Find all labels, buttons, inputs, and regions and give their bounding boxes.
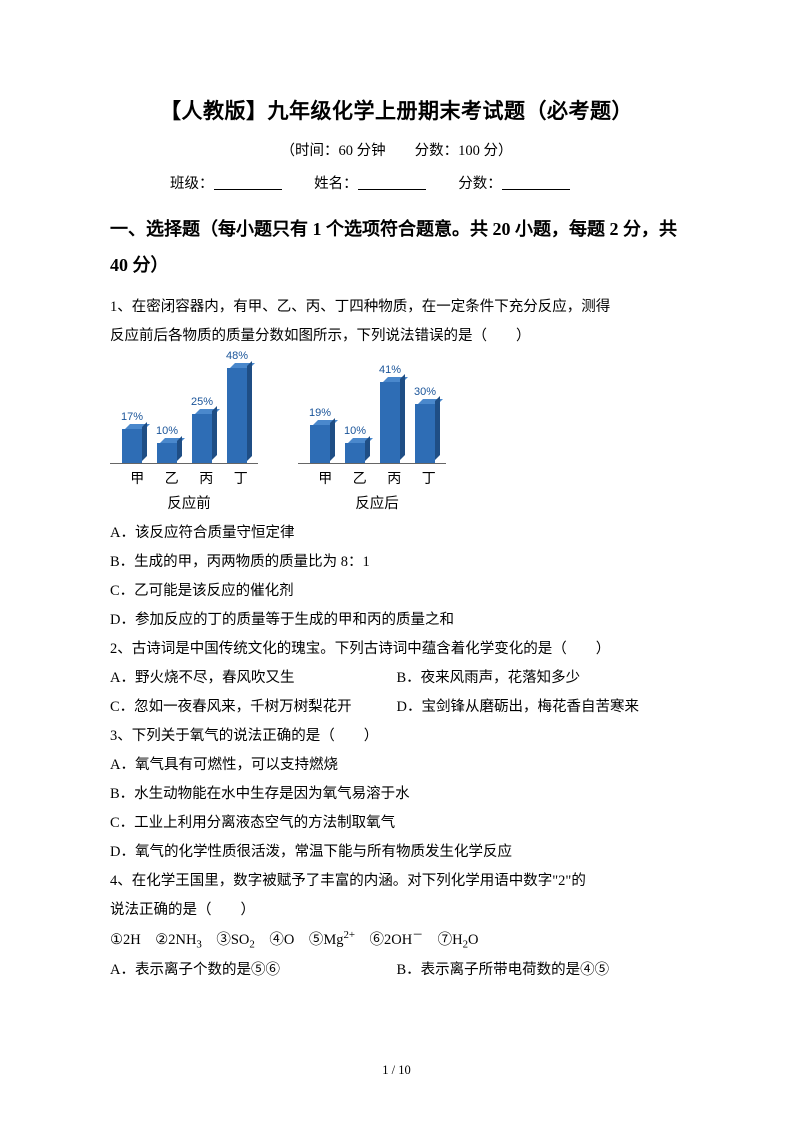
q3-stem: 3、下列关于氧气的说法正确的是（ ） xyxy=(110,722,683,751)
q3-option-b: B．水生动物能在水中生存是因为氧气易溶于水 xyxy=(110,780,683,809)
bar: 17% xyxy=(122,429,142,463)
bar-value-label: 10% xyxy=(156,425,178,437)
q2-stem: 2、古诗词是中国传统文化的瑰宝。下列古诗词中蕴含着化学变化的是（ ） xyxy=(110,635,683,664)
bar: 19% xyxy=(310,425,330,463)
q3-option-c: C．工业上利用分离液态空气的方法制取氧气 xyxy=(110,809,683,838)
q1-charts: 17%10%25%48% 甲乙丙丁 反应前 19%10%41%30% 甲乙丙丁 … xyxy=(110,353,683,513)
q1-option-a: A．该反应符合质量守恒定律 xyxy=(110,519,683,548)
q4-stem-line1: 4、在化学王国里，数字被赋予了丰富的内涵。对下列化学用语中数字"2"的 xyxy=(110,867,683,896)
q3-option-a: A．氧气具有可燃性，可以支持燃烧 xyxy=(110,751,683,780)
page-title: 【人教版】九年级化学上册期末考试题（必考题） xyxy=(110,95,683,125)
class-blank[interactable] xyxy=(214,172,282,190)
section-heading: 一、选择题（每小题只有 1 个选项符合题意。共 20 小题，每题 2 分，共 4… xyxy=(110,211,683,283)
category-label: 乙 xyxy=(343,468,378,488)
chart-before: 17% 10% 25% 48% 甲乙丙丁 反应前 xyxy=(110,353,258,513)
page-number: 1 / 10 xyxy=(0,1063,793,1078)
q2-option-a: A．野火烧不尽，春风吹又生 xyxy=(110,664,397,693)
q4-option-a: A．表示离子个数的是⑤⑥ xyxy=(110,956,397,985)
bar: 10% xyxy=(345,443,365,463)
q2-option-c: C．忽如一夜春风来，千树万树梨花开 xyxy=(110,693,397,722)
q4-option-b: B．表示离子所带电荷数的是④⑤ xyxy=(397,956,684,985)
q1-stem-line1: 1、在密闭容器内，有甲、乙、丙、丁四种物质，在一定条件下充分反应，测得 xyxy=(110,293,683,322)
q1-stem-line2: 反应前后各物质的质量分数如图所示，下列说法错误的是（ ） xyxy=(110,322,683,351)
bar-value-label: 17% xyxy=(121,411,143,423)
bar-value-label: 48% xyxy=(226,350,248,362)
q2-option-b: B．夜来风雨声，花落知多少 xyxy=(397,664,684,693)
bar: 30% xyxy=(415,404,435,463)
q1-option-b: B．生成的甲，丙两物质的质量比为 8：1 xyxy=(110,548,683,577)
q1-option-d: D．参加反应的丁的质量等于生成的甲和丙的质量之和 xyxy=(110,606,683,635)
bar: 41% xyxy=(380,382,400,463)
q2-option-d: D．宝剑锋从磨砺出，梅花香自苦寒来 xyxy=(397,693,684,722)
bar: 25% xyxy=(192,414,212,463)
category-label: 丁 xyxy=(412,468,447,488)
time-score: （时间：60 分钟 分数：100 分） xyxy=(110,139,683,160)
bar-value-label: 10% xyxy=(344,425,366,437)
score-label: 分数： xyxy=(458,176,502,192)
name-label: 姓名： xyxy=(314,176,358,192)
category-label: 甲 xyxy=(120,468,155,488)
category-label: 丙 xyxy=(189,468,224,488)
chart-after: 19% 10% 41% 30% 甲乙丙丁 反应后 xyxy=(298,353,446,513)
bar-value-label: 30% xyxy=(414,386,436,398)
class-label: 班级： xyxy=(170,176,214,192)
q1-option-c: C．乙可能是该反应的催化剂 xyxy=(110,577,683,606)
bar-value-label: 25% xyxy=(191,396,213,408)
category-label: 丁 xyxy=(224,468,259,488)
bar-value-label: 19% xyxy=(309,407,331,419)
category-label: 丙 xyxy=(377,468,412,488)
score-blank[interactable] xyxy=(502,172,570,190)
category-label: 甲 xyxy=(308,468,343,488)
category-label: 乙 xyxy=(155,468,190,488)
bar-value-label: 41% xyxy=(379,364,401,376)
bar: 48% xyxy=(227,368,247,463)
q4-stem-line2: 说法正确的是（ ） xyxy=(110,896,683,925)
chart-before-title: 反应前 xyxy=(110,492,258,513)
q3-option-d: D．氧气的化学性质很活泼，常温下能与所有物质发生化学反应 xyxy=(110,838,683,867)
q4-formulas: ①2H ②2NH3 ③SO2 ④O ⑤Mg2+ ⑥2OH－ ⑦H2O xyxy=(110,925,683,956)
bar: 10% xyxy=(157,443,177,463)
student-info-line: 班级： 姓名： 分数： xyxy=(170,172,683,193)
name-blank[interactable] xyxy=(358,172,426,190)
chart-after-title: 反应后 xyxy=(298,492,446,513)
